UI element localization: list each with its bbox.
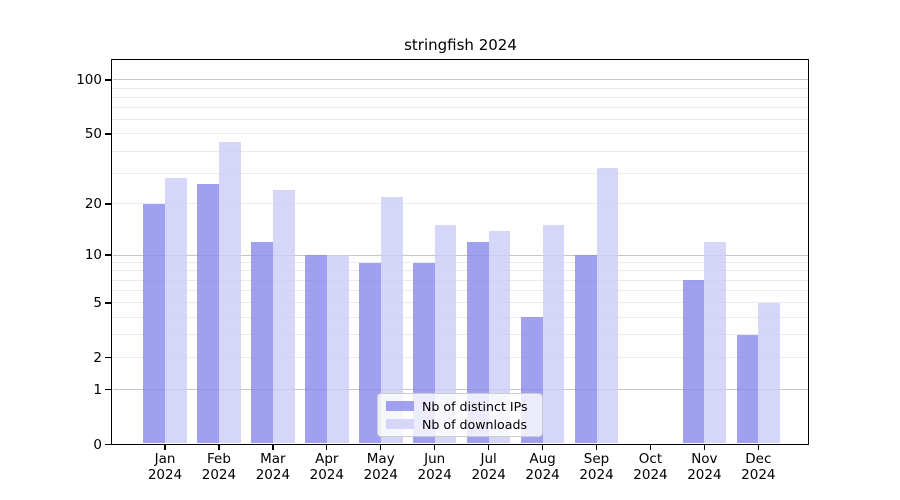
x-tick-month: Sep: [583, 451, 610, 467]
x-tick-label: Aug 2024: [515, 451, 571, 483]
x-tick-month: Jun: [424, 451, 446, 467]
legend: Nb of distinct IPs Nb of downloads: [377, 393, 543, 437]
x-tick-year: 2024: [525, 467, 560, 483]
legend-row-downloads: Nb of downloads: [386, 417, 534, 432]
x-tick: [703, 445, 706, 450]
x-tick-year: 2024: [741, 467, 776, 483]
y-tick-label: 100: [76, 71, 102, 88]
chart-title: stringfish 2024: [404, 36, 517, 54]
x-tick-year: 2024: [687, 467, 722, 483]
x-tick-year: 2024: [633, 467, 668, 483]
x-tick-label: May 2024: [353, 451, 409, 483]
x-tick: [380, 445, 382, 450]
y-tick-label: 0: [93, 436, 102, 453]
y-tick-label: 1: [93, 381, 102, 398]
x-tick-year: 2024: [147, 467, 183, 483]
x-tick-year: 2024: [579, 467, 614, 483]
x-tick: [487, 445, 490, 450]
x-tick-label: Mar 2024: [245, 451, 301, 483]
legend-label-downloads: Nb of downloads: [422, 416, 528, 432]
x-tick-month: Apr: [315, 451, 339, 467]
legend-swatch-distinct-ips: [386, 401, 414, 411]
legend-row-distinct-ips: Nb of distinct IPs: [386, 399, 534, 414]
y-tick-label: 2: [93, 349, 102, 366]
x-tick: [164, 445, 166, 450]
x-tick-year: 2024: [363, 467, 398, 483]
x-tick-month: Oct: [638, 451, 663, 467]
x-tick-year: 2024: [471, 467, 506, 483]
x-tick-label: Apr 2024: [299, 451, 355, 483]
x-tick-month: Mar: [260, 451, 286, 467]
x-tick-month: Nov: [691, 451, 718, 467]
x-tick: [272, 445, 274, 450]
x-tick-month: Dec: [745, 451, 772, 467]
x-tick-year: 2024: [201, 467, 237, 483]
x-tick-label: Jul 2024: [461, 451, 517, 483]
x-tick: [649, 445, 652, 450]
x-tick-label: Sep 2024: [569, 451, 625, 483]
y-tick-label: 5: [93, 294, 102, 311]
x-tick-year: 2024: [255, 467, 291, 483]
x-tick: [757, 445, 759, 450]
x-tick-label: Dec 2024: [730, 451, 786, 483]
legend-label-distinct-ips: Nb of distinct IPs: [422, 398, 528, 414]
plot-area-border: [111, 59, 809, 445]
x-tick-label: Oct 2024: [622, 451, 678, 483]
x-tick-month: Jul: [480, 451, 497, 467]
x-tick-label: Feb 2024: [191, 451, 247, 483]
x-tick: [326, 445, 328, 450]
x-tick: [434, 445, 436, 450]
x-tick-month: May: [366, 451, 395, 467]
x-tick-year: 2024: [417, 467, 452, 483]
legend-swatch-downloads: [386, 419, 414, 429]
x-tick: [595, 445, 598, 450]
y-tick-label: 10: [84, 247, 102, 264]
x-tick-label: Nov 2024: [676, 451, 732, 483]
y-tick-label: 50: [84, 125, 102, 142]
x-tick-label: Jun 2024: [407, 451, 463, 483]
x-tick-year: 2024: [309, 467, 344, 483]
x-tick-label: Jan 2024: [137, 451, 193, 483]
x-tick-month: Feb: [206, 451, 231, 467]
x-tick-month: Jan: [154, 451, 176, 467]
x-tick-month: Aug: [529, 451, 556, 467]
x-tick: [218, 445, 220, 450]
x-tick: [541, 445, 544, 450]
y-tick-label: 20: [84, 195, 102, 212]
